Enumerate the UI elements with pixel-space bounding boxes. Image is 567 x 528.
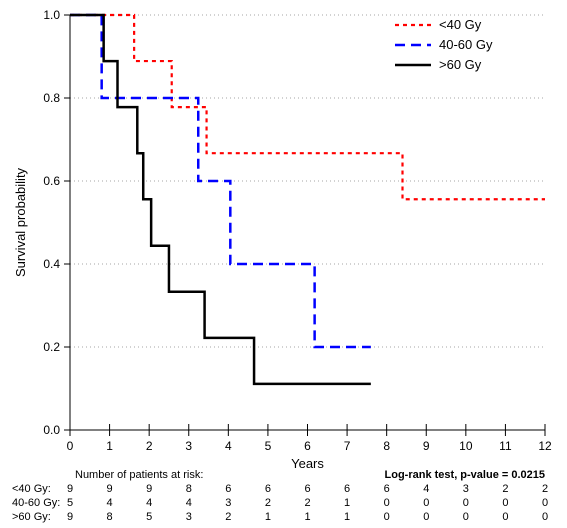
series-gt60: [70, 15, 371, 384]
risk-count: 0: [463, 497, 469, 509]
risk-count: 3: [186, 511, 192, 523]
risk-count: 9: [67, 483, 73, 495]
risk-count: 0: [463, 511, 469, 523]
risk-count: 1: [304, 511, 310, 523]
x-tick-label: 10: [459, 439, 473, 453]
x-tick-label: 5: [265, 439, 272, 453]
x-axis-label: Years: [291, 456, 324, 471]
risk-count: 2: [502, 483, 508, 495]
risk-count: 8: [107, 511, 113, 523]
legend-label: 40-60 Gy: [439, 37, 493, 52]
x-tick-label: 8: [383, 439, 390, 453]
risk-count: 6: [344, 483, 350, 495]
y-tick-label: 0.8: [43, 91, 60, 105]
risk-row-label: 40-60 Gy:: [12, 497, 60, 509]
risk-header: Number of patients at risk:: [75, 469, 203, 481]
x-tick-label: 2: [146, 439, 153, 453]
risk-count: 0: [384, 497, 390, 509]
risk-count: 9: [107, 483, 113, 495]
risk-count: 2: [542, 483, 548, 495]
x-tick-label: 3: [185, 439, 192, 453]
risk-count: 4: [423, 483, 429, 495]
risk-count: 6: [225, 483, 231, 495]
risk-count: 9: [67, 511, 73, 523]
risk-row-label: >60 Gy:: [12, 511, 51, 523]
risk-count: 4: [186, 497, 192, 509]
logrank-text: Log-rank test, p-value = 0.0215: [385, 469, 545, 481]
risk-count: 1: [265, 511, 271, 523]
y-tick-label: 0.0: [43, 423, 60, 437]
x-tick-label: 4: [225, 439, 232, 453]
risk-count: 3: [463, 483, 469, 495]
x-tick-label: 11: [499, 439, 512, 453]
risk-count: 0: [502, 497, 508, 509]
risk-count: 2: [265, 497, 271, 509]
risk-count: 3: [225, 497, 231, 509]
risk-count: 2: [304, 497, 310, 509]
risk-count: 1: [344, 511, 350, 523]
risk-row-label: <40 Gy:: [12, 483, 51, 495]
risk-count: 9: [146, 483, 152, 495]
x-tick-label: 0: [67, 439, 74, 453]
km-chart: 01234567891011120.00.20.40.60.81.0YearsS…: [0, 0, 567, 528]
x-tick-label: 7: [344, 439, 351, 453]
x-tick-label: 6: [304, 439, 311, 453]
risk-count: 6: [384, 483, 390, 495]
x-tick-label: 12: [538, 439, 552, 453]
series-mid: [70, 15, 371, 347]
risk-count: 2: [225, 511, 231, 523]
risk-count: 0: [542, 497, 548, 509]
risk-count: 4: [107, 497, 113, 509]
risk-count: 5: [146, 511, 152, 523]
risk-count: 5: [67, 497, 73, 509]
y-tick-label: 0.6: [43, 174, 60, 188]
risk-count: 0: [423, 497, 429, 509]
risk-count: 1: [344, 497, 350, 509]
x-tick-label: 1: [106, 439, 113, 453]
risk-count: 0: [502, 511, 508, 523]
risk-count: 4: [146, 497, 152, 509]
y-tick-label: 0.4: [43, 257, 60, 271]
chart-svg: 01234567891011120.00.20.40.60.81.0YearsS…: [0, 0, 567, 528]
x-tick-label: 9: [423, 439, 430, 453]
y-axis-label: Survival probability: [13, 167, 28, 277]
risk-count: 8: [186, 483, 192, 495]
legend-label: >60 Gy: [439, 57, 482, 72]
risk-count: 0: [423, 511, 429, 523]
legend-label: <40 Gy: [439, 17, 482, 32]
risk-count: 6: [304, 483, 310, 495]
risk-count: 0: [384, 511, 390, 523]
y-tick-label: 1.0: [43, 8, 60, 22]
risk-count: 0: [542, 511, 548, 523]
risk-count: 6: [265, 483, 271, 495]
y-tick-label: 0.2: [43, 340, 60, 354]
